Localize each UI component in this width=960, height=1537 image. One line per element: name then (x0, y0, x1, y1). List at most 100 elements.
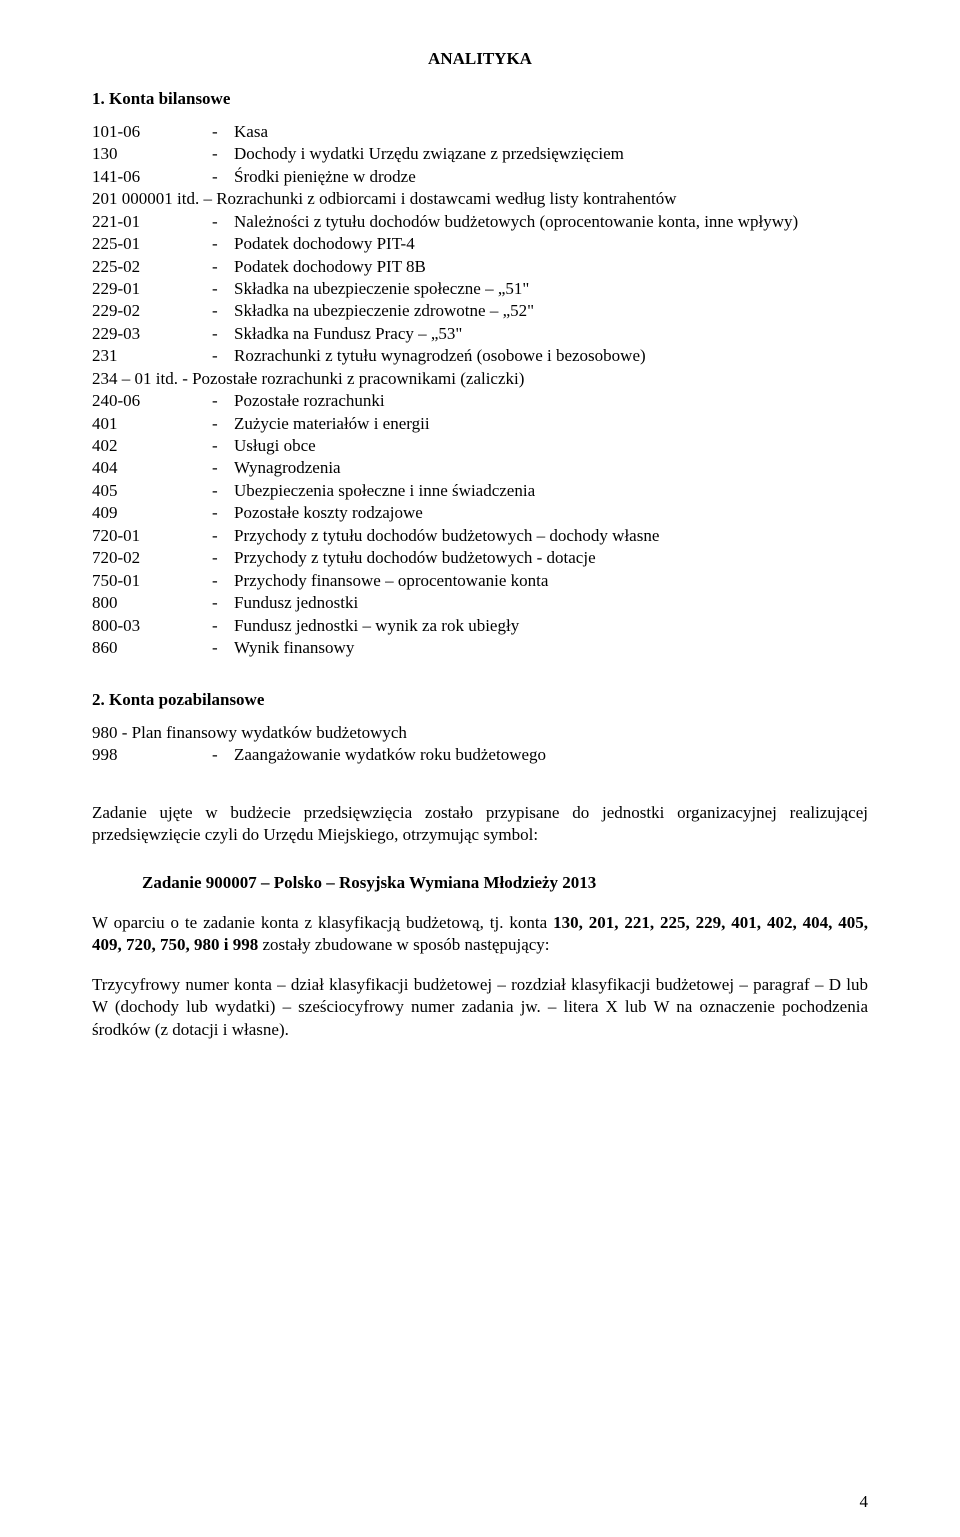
account-code: 240-06 (92, 390, 212, 412)
section1-heading: 1. Konta bilansowe (92, 88, 868, 110)
account-desc: Środki pieniężne w drodze (234, 166, 868, 188)
account-row: 980 - Plan finansowy wydatków budżetowyc… (92, 722, 868, 744)
account-code: 229-03 (92, 323, 212, 345)
account-row: 234 – 01 itd. - Pozostałe rozrachunki z … (92, 368, 868, 390)
account-code: 800 (92, 592, 212, 614)
account-desc: Składka na Fundusz Pracy – „53" (234, 323, 868, 345)
account-code: 229-02 (92, 300, 212, 322)
account-code: 998 (92, 744, 212, 766)
account-row: 860-Wynik finansowy (92, 637, 868, 659)
dash: - (212, 570, 234, 592)
account-row: 998-Zaangażowanie wydatków roku budżetow… (92, 744, 868, 766)
account-code: 141-06 (92, 166, 212, 188)
account-row: 720-02-Przychody z tytułu dochodów budże… (92, 547, 868, 569)
dash: - (212, 502, 234, 524)
account-line: 234 – 01 itd. - Pozostałe rozrachunki z … (92, 368, 868, 390)
account-line: 201 000001 itd. – Rozrachunki z odbiorca… (92, 188, 868, 210)
dash: - (212, 143, 234, 165)
dash: - (212, 592, 234, 614)
accounts-table-2: 980 - Plan finansowy wydatków budżetowyc… (92, 722, 868, 767)
page-number: 4 (860, 1491, 869, 1513)
account-row: 409-Pozostałe koszty rodzajowe (92, 502, 868, 524)
account-code: 401 (92, 413, 212, 435)
account-row: 401-Zużycie materiałów i energii (92, 413, 868, 435)
account-desc: Kasa (234, 121, 868, 143)
account-desc: Usługi obce (234, 435, 868, 457)
account-row: 750-01-Przychody finansowe – oprocentowa… (92, 570, 868, 592)
account-code: 402 (92, 435, 212, 457)
dash: - (212, 390, 234, 412)
account-row: 240-06-Pozostałe rozrachunki (92, 390, 868, 412)
account-row: 225-01-Podatek dochodowy PIT-4 (92, 233, 868, 255)
dash: - (212, 457, 234, 479)
dash: - (212, 413, 234, 435)
dash: - (212, 744, 234, 766)
account-row: 229-01-Składka na ubezpieczenie społeczn… (92, 278, 868, 300)
account-desc: Pozostałe koszty rodzajowe (234, 502, 868, 524)
account-code: 221-01 (92, 211, 212, 233)
account-code: 229-01 (92, 278, 212, 300)
account-row: 201 000001 itd. – Rozrachunki z odbiorca… (92, 188, 868, 210)
section2-heading: 2. Konta pozabilansowe (92, 689, 868, 711)
account-code: 101-06 (92, 121, 212, 143)
account-desc: Przychody z tytułu dochodów budżetowych … (234, 525, 868, 547)
account-code: 225-02 (92, 256, 212, 278)
dash: - (212, 480, 234, 502)
document-page: ANALITYKA 1. Konta bilansowe 101-06-Kasa… (0, 0, 960, 1537)
account-row: 229-03-Składka na Fundusz Pracy – „53" (92, 323, 868, 345)
account-desc: Dochody i wydatki Urzędu związane z prze… (234, 143, 868, 165)
dash: - (212, 166, 234, 188)
dash: - (212, 323, 234, 345)
account-code: 405 (92, 480, 212, 502)
account-row: 405-Ubezpieczenia społeczne i inne świad… (92, 480, 868, 502)
account-row: 404-Wynagrodzenia (92, 457, 868, 479)
para2-tail: zostały zbudowane w sposób następujący: (258, 935, 549, 954)
account-code: 231 (92, 345, 212, 367)
dash: - (212, 233, 234, 255)
dash: - (212, 121, 234, 143)
paragraph-scheme: Trzycyfrowy numer konta – dział klasyfik… (92, 974, 868, 1041)
account-desc: Wynik finansowy (234, 637, 868, 659)
account-code: 225-01 (92, 233, 212, 255)
account-desc: Zaangażowanie wydatków roku budżetowego (234, 744, 868, 766)
account-desc: Podatek dochodowy PIT 8B (234, 256, 868, 278)
account-code: 720-01 (92, 525, 212, 547)
account-row: 229-02-Składka na ubezpieczenie zdrowotn… (92, 300, 868, 322)
paragraph-accounts: W oparciu o te zadanie konta z klasyfika… (92, 912, 868, 957)
account-row: 402-Usługi obce (92, 435, 868, 457)
account-row: 130-Dochody i wydatki Urzędu związane z … (92, 143, 868, 165)
account-desc: Należności z tytułu dochodów budżetowych… (234, 211, 868, 233)
dash: - (212, 256, 234, 278)
paragraph-assignment: Zadanie ujęte w budżecie przedsięwzięcia… (92, 802, 868, 847)
account-row: 141-06-Środki pieniężne w drodze (92, 166, 868, 188)
account-desc: Pozostałe rozrachunki (234, 390, 868, 412)
account-desc: Przychody z tytułu dochodów budżetowych … (234, 547, 868, 569)
account-code: 750-01 (92, 570, 212, 592)
dash: - (212, 547, 234, 569)
account-code: 860 (92, 637, 212, 659)
account-row: 221-01-Należności z tytułu dochodów budż… (92, 211, 868, 233)
account-desc: Składka na ubezpieczenie społeczne – „51… (234, 278, 868, 300)
account-code: 130 (92, 143, 212, 165)
account-code: 404 (92, 457, 212, 479)
account-row: 225-02-Podatek dochodowy PIT 8B (92, 256, 868, 278)
dash: - (212, 345, 234, 367)
account-desc: Ubezpieczenia społeczne i inne świadczen… (234, 480, 868, 502)
account-desc: Przychody finansowe – oprocentowanie kon… (234, 570, 868, 592)
account-row: 720-01-Przychody z tytułu dochodów budże… (92, 525, 868, 547)
task-heading: Zadanie 900007 – Polsko – Rosyjska Wymia… (142, 872, 868, 894)
dash: - (212, 278, 234, 300)
account-line: 980 - Plan finansowy wydatków budżetowyc… (92, 722, 868, 744)
account-desc: Zużycie materiałów i energii (234, 413, 868, 435)
para2-lead: W oparciu o te zadanie konta z klasyfika… (92, 913, 553, 932)
account-row: 231-Rozrachunki z tytułu wynagrodzeń (os… (92, 345, 868, 367)
dash: - (212, 637, 234, 659)
account-desc: Wynagrodzenia (234, 457, 868, 479)
account-code: 800-03 (92, 615, 212, 637)
account-row: 101-06-Kasa (92, 121, 868, 143)
account-desc: Rozrachunki z tytułu wynagrodzeń (osobow… (234, 345, 868, 367)
account-desc: Fundusz jednostki – wynik za rok ubiegły (234, 615, 868, 637)
dash: - (212, 525, 234, 547)
dash: - (212, 211, 234, 233)
accounts-table-1: 101-06-Kasa130-Dochody i wydatki Urzędu … (92, 121, 868, 660)
